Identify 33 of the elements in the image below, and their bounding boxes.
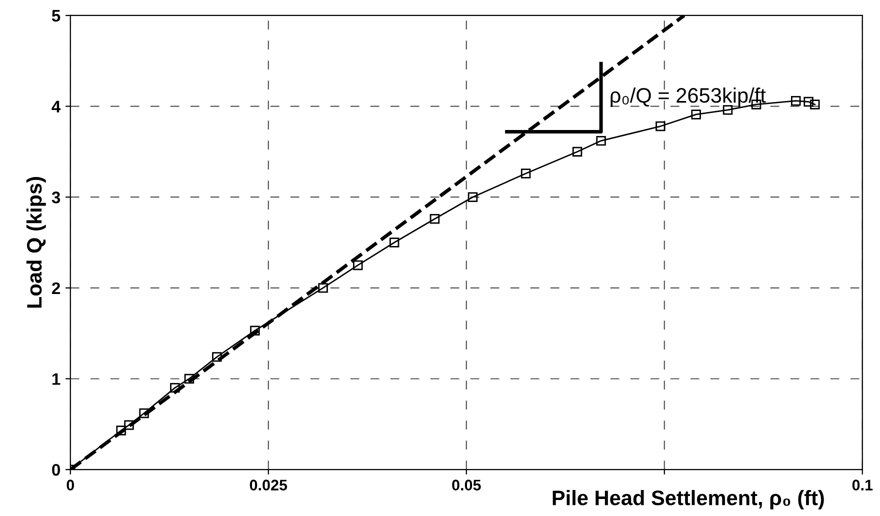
point [184,374,194,384]
y-tick-label: 1 [52,373,60,385]
point [124,420,134,430]
point [212,352,222,362]
y-tick-label: 0 [52,464,60,476]
point [596,136,606,146]
x-tick-label: 0.05 [452,480,481,491]
point [430,214,440,224]
point [656,121,666,132]
y-tick-label: 2 [52,282,60,294]
y-tick-label: 4 [52,100,61,112]
point [468,192,478,202]
x-tick-label: 0.1 [852,480,873,491]
point [389,238,400,248]
point [139,408,149,418]
point [250,326,260,336]
y-tick-label: 5 [52,10,60,22]
annotation: ρ₀/Q = 2653kip/ft [610,88,766,107]
x-tick-label: 0 [66,480,74,491]
point [318,283,328,293]
point [170,382,180,393]
point [810,100,820,110]
point [804,96,814,107]
y-axis-title: Load Q (kips) [26,176,46,308]
point [572,146,582,157]
point [791,96,801,106]
point [353,260,363,270]
point [116,426,126,436]
point [691,110,701,120]
y-tick-label: 3 [52,192,60,204]
point [520,168,531,178]
x-axis-title: Pile Head Settlement, ρ₀ (ft) [552,490,824,510]
x-tick-label: 0.025 [250,480,288,491]
